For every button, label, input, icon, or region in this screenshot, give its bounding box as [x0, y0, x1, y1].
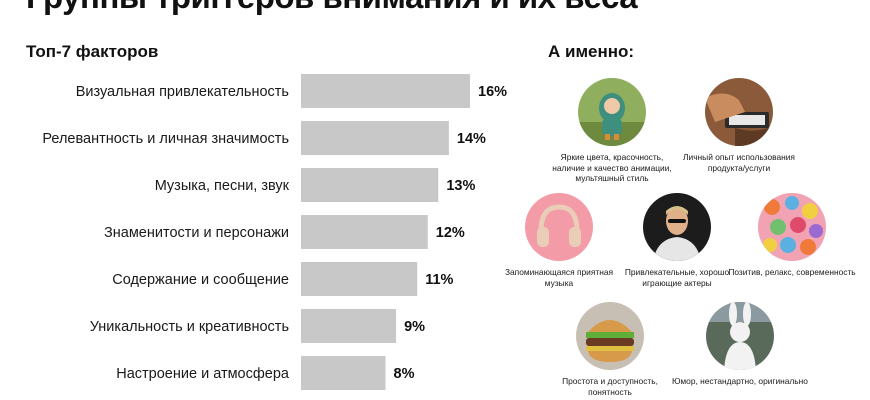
example-caption: Личный опыт использования продукта/услуг…: [683, 152, 795, 173]
cartoon-toy-image: [578, 78, 646, 146]
colorful-candies-image: [758, 193, 826, 261]
category-label: Настроение и атмосфера: [116, 366, 290, 382]
example-tile: Простота и доступность, понятность: [542, 302, 678, 397]
bar: [301, 74, 470, 108]
example-caption: Запоминающаяся приятная музыка: [504, 267, 614, 288]
bar-chart: Визуальная привлекательность 16% Релевантн…: [42, 74, 507, 390]
bar: [301, 262, 418, 296]
bunny-costume-image: [706, 302, 774, 370]
example-caption: Яркие цвета, красочность, наличие и каче…: [552, 152, 672, 183]
value-label: 12%: [436, 225, 465, 241]
category-label: Содержание и сообщение: [112, 272, 289, 288]
category-label: Визуальная привлекательность: [76, 84, 289, 100]
example-tile: Привлекательные, хорошо играющие актеры: [609, 193, 745, 288]
example-caption: Юмор, нестандартно, оригинально: [672, 376, 808, 386]
value-label: 13%: [446, 178, 475, 194]
category-label: Релевантность и личная значимость: [42, 131, 289, 147]
product-usage-image: [705, 78, 773, 146]
chart-heading: Топ-7 факторов: [26, 42, 159, 61]
bar: [301, 215, 428, 249]
bar: [301, 356, 386, 390]
example-caption: Привлекательные, хорошо играющие актеры: [624, 267, 730, 288]
value-label: 11%: [425, 272, 453, 288]
example-tile: Личный опыт использования продукта/услуг…: [671, 78, 807, 173]
burger-image: [576, 302, 644, 370]
headphones-image: [525, 193, 593, 261]
value-label: 16%: [478, 84, 507, 100]
examples-heading: А именно:: [548, 42, 635, 61]
example-tile: Юмор, нестандартно, оригинально: [672, 302, 808, 387]
category-label: Знаменитости и персонажи: [104, 225, 289, 241]
example-caption: Простота и доступность, понятность: [562, 376, 658, 397]
category-label: Уникальность и креативность: [90, 319, 289, 335]
value-label: 8%: [394, 366, 415, 382]
example-tile: Запоминающаяся приятная музыка: [491, 193, 627, 288]
category-label: Музыка, песни, звук: [155, 178, 290, 194]
actor-portrait-image: [643, 193, 711, 261]
example-tile: Позитив, релакс, современность: [724, 193, 860, 278]
bar: [301, 309, 397, 343]
example-tile: Яркие цвета, красочность, наличие и каче…: [544, 78, 680, 184]
bar: [301, 121, 449, 155]
value-label: 14%: [457, 131, 486, 147]
page-title: Группы триггеров внимания и их веса: [26, 0, 638, 16]
example-caption: Позитив, релакс, современность: [728, 267, 856, 277]
bar: [301, 168, 439, 202]
value-label: 9%: [404, 319, 425, 335]
